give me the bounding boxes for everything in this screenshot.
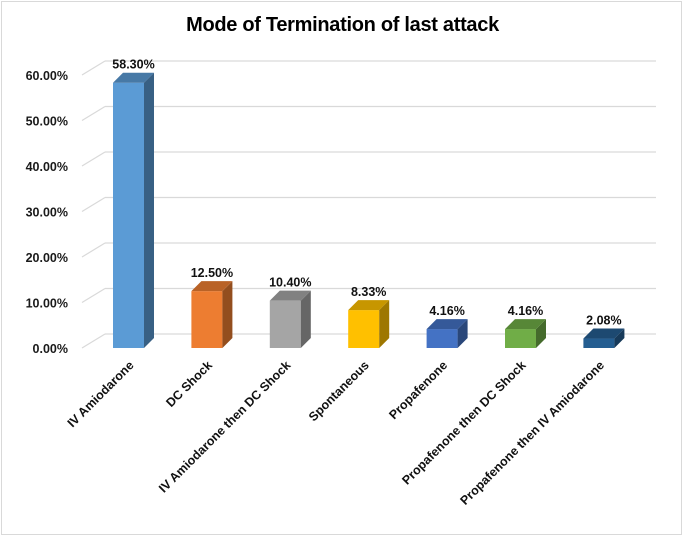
data-label: 2.08%	[586, 314, 621, 328]
bar-6	[505, 319, 546, 348]
bar-3	[269, 290, 311, 348]
y-tick-label: 30.00%	[26, 206, 68, 220]
data-label: 4.16%	[508, 304, 543, 318]
data-label: 4.16%	[429, 304, 464, 318]
data-label: 8.33%	[351, 285, 386, 299]
x-category-label: IV Amiodarone	[65, 358, 137, 430]
bar-7	[583, 328, 625, 348]
chart-title: Mode of Termination of last attack	[186, 14, 499, 36]
data-label: 58.30%	[112, 58, 154, 72]
bar-2	[191, 281, 233, 348]
x-category-label: IV Amiodarone then DC Shock	[156, 358, 293, 495]
y-tick-label: 50.00%	[26, 115, 68, 129]
x-category-label: DC Shock	[163, 358, 215, 410]
y-tick-label: 60.00%	[26, 69, 68, 83]
y-tick-label: 40.00%	[26, 160, 68, 174]
y-tick-label: 0.00%	[33, 342, 68, 356]
bar-5	[426, 319, 468, 348]
x-category-label: Propafenone then DC Shock	[399, 358, 528, 487]
gridlines	[81, 60, 656, 349]
x-category-label: Propafenone	[386, 358, 450, 422]
data-label: 10.40%	[269, 276, 311, 290]
bar-4	[348, 300, 390, 348]
bars	[113, 72, 625, 349]
y-tick-label: 20.00%	[26, 251, 68, 265]
y-tick-label: 10.00%	[26, 297, 68, 311]
x-category-label: Spontaneous	[306, 358, 372, 424]
bar-1	[113, 72, 154, 349]
x-category-label: Propafenone then IV Amiodarone	[457, 358, 607, 508]
data-label: 12.50%	[191, 266, 233, 280]
